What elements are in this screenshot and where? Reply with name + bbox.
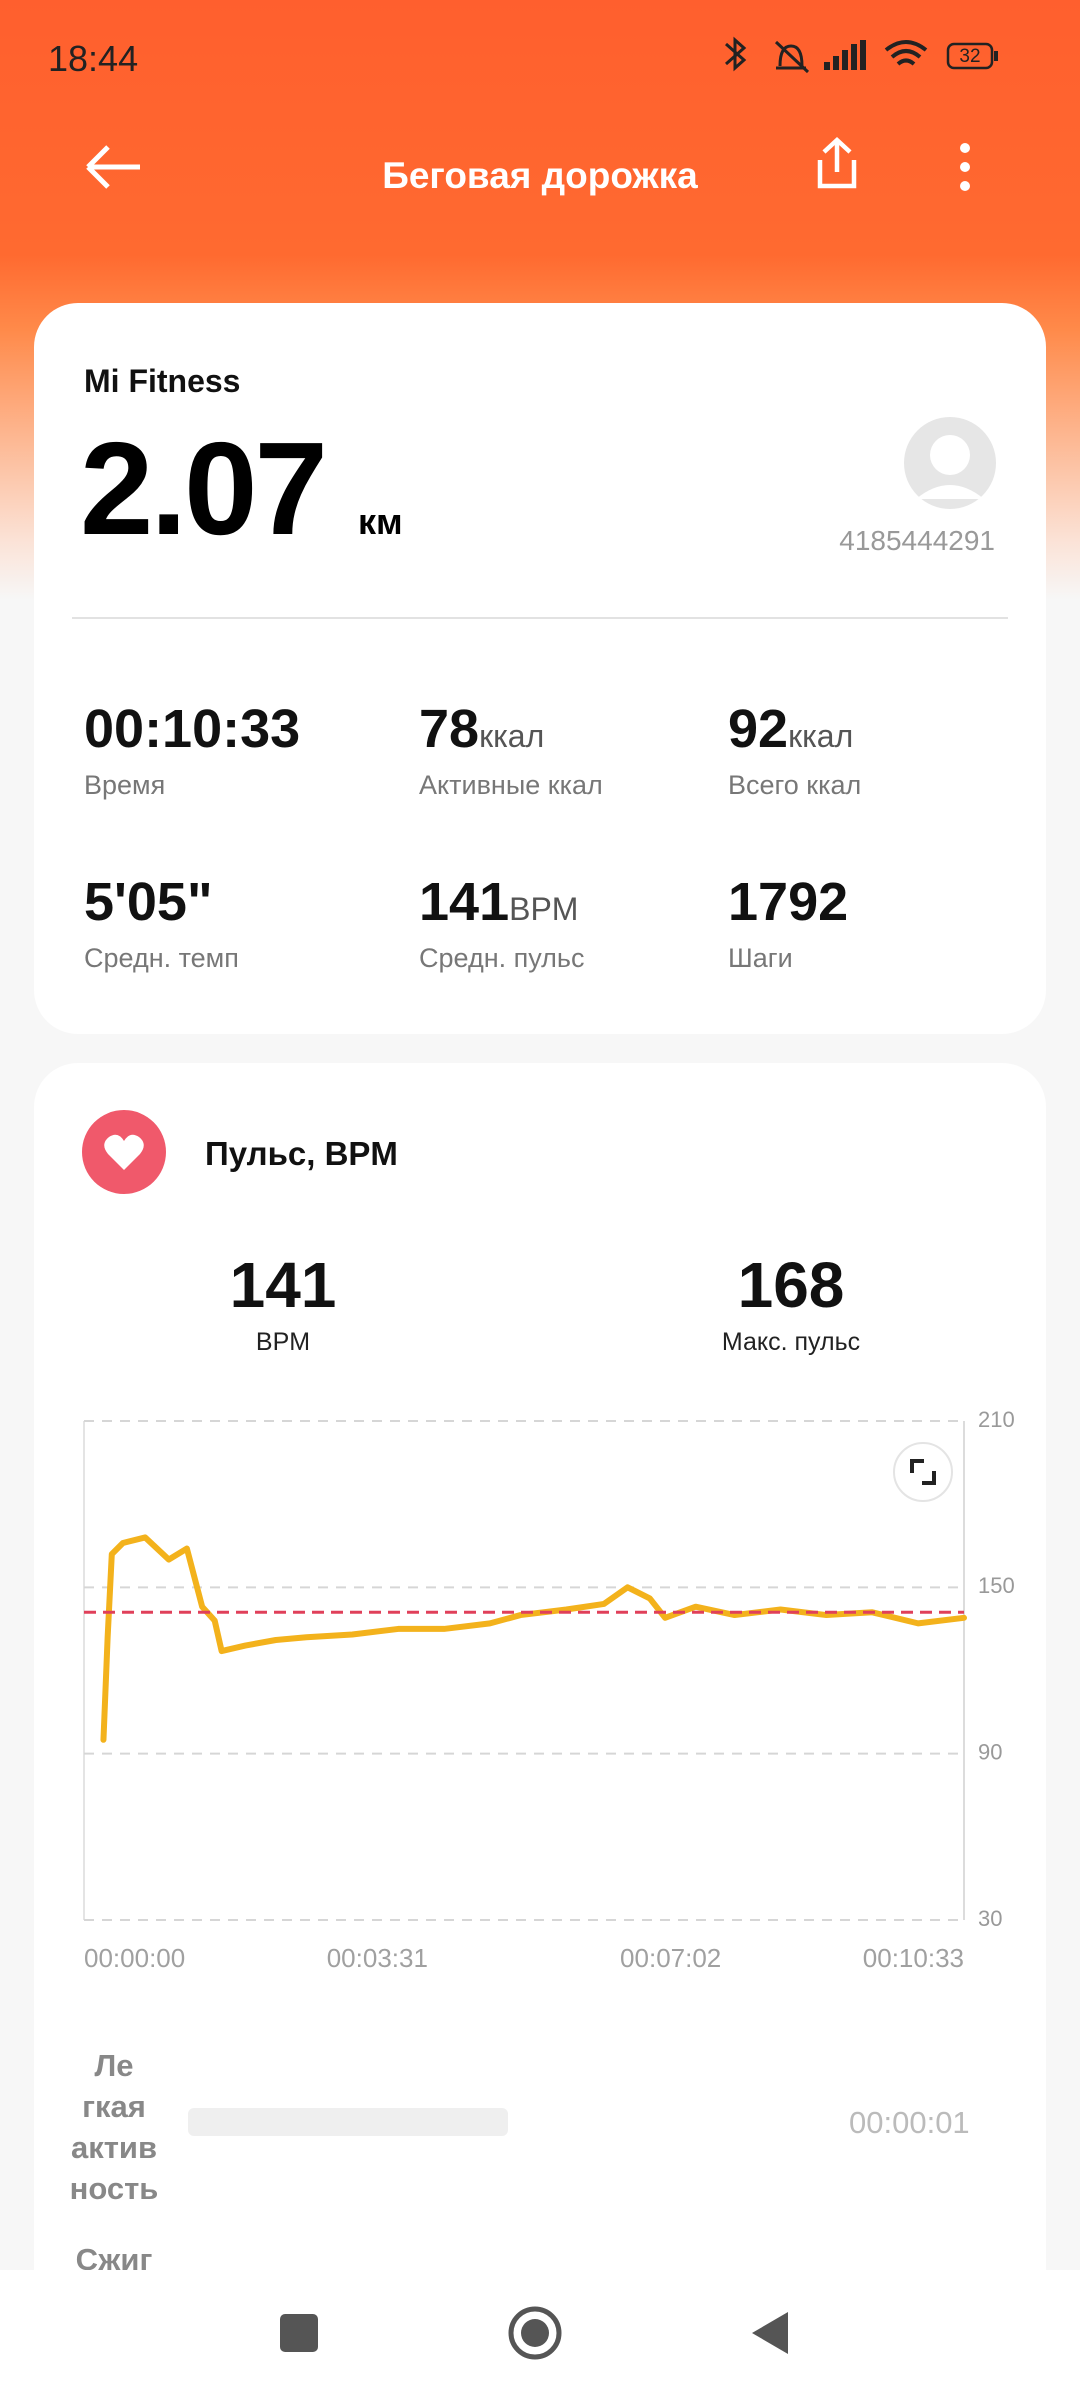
stat-value: 78ккал (419, 698, 603, 760)
zone-label-line: ность (69, 2171, 159, 2206)
distance: 2.07 (80, 415, 328, 562)
share-button[interactable] (812, 136, 862, 192)
zone-label-line: гкая (82, 2089, 146, 2124)
back-nav-button[interactable] (752, 2312, 788, 2354)
stat: 1792 Шаги (728, 871, 848, 974)
stat-value: 00:10:33 (84, 698, 300, 760)
stat-label: Время (84, 770, 166, 800)
status-icons: 32 (725, 36, 998, 74)
user-id: 4185444291 (839, 525, 995, 556)
zone-label-line: Ле (94, 2048, 134, 2083)
distance-unit: км (358, 501, 403, 542)
stat: 5'05" Средн. темп (84, 871, 239, 974)
stat-unit: ккал (788, 718, 854, 754)
avg-value: 141 (229, 1249, 337, 1321)
nav-bar (0, 2270, 1080, 2400)
heart-chart: 30 90 150 210 00:00:00 00:03:31 00:07:02 00:10:… (83, 1407, 1015, 1973)
max-label: Макс. пульс (721, 1328, 861, 1356)
y-tick-label: 210 (978, 1407, 1015, 1432)
stat: 00:10:33 Время (84, 698, 300, 801)
stat: 141BPM Средн. пульс (419, 871, 584, 974)
stat: 78ккал Активные ккал (419, 698, 603, 801)
x-tick-label: 00:00:00 (84, 1943, 185, 1973)
max-value: 168 (737, 1249, 845, 1321)
stat-value: 1792 (728, 871, 848, 933)
stat-number: 141 (419, 872, 510, 932)
avatar[interactable] (902, 415, 998, 511)
battery-level: 32 (959, 46, 980, 67)
expand-circle (893, 1442, 953, 1502)
x-tick-label: 00:03:31 (327, 1943, 428, 1973)
stat-number: 5'05" (84, 872, 213, 932)
source: Mi Fitness (84, 363, 241, 399)
heart-icon (82, 1110, 166, 1194)
stat: 92ккал Всего ккал (728, 698, 861, 801)
status-time: 18:44 (48, 38, 139, 79)
expand-glyph (910, 1459, 936, 1485)
stat-number: 92 (728, 699, 789, 759)
stat-unit: ккал (479, 718, 545, 754)
stat-value: 92ккал (728, 698, 861, 760)
zone-bar-track (188, 2108, 508, 2136)
y-tick-label: 30 (978, 1906, 1002, 1931)
expand-button[interactable] (893, 1442, 953, 1502)
stat-number: 78 (419, 699, 480, 759)
stat-label: Шаги (728, 943, 793, 973)
stat-value: 5'05" (84, 871, 239, 933)
stat-label: Средн. темп (84, 943, 239, 973)
heart-title: Пульс, BPM (205, 1135, 398, 1172)
y-tick-label: 150 (978, 1573, 1015, 1598)
zone-duration: 00:00:01 (849, 2105, 970, 2140)
stat-number: 1792 (728, 872, 849, 932)
x-tick-label: 00:10:33 (863, 1943, 964, 1973)
y-tick-label: 90 (978, 1739, 1002, 1764)
nav-icons (280, 2306, 788, 2360)
zone-label: Ле гкая актив ность (34, 2045, 194, 2209)
stat-label: Всего ккал (728, 770, 862, 800)
x-tick-label: 00:07:02 (620, 1943, 721, 1973)
stat-label: Средн. пульс (419, 943, 585, 973)
stat-value: 141BPM (419, 871, 584, 933)
stat-unit: BPM (509, 891, 579, 927)
stat-label: Активные ккал (419, 770, 603, 800)
stat-number: 00:10:33 (84, 699, 301, 759)
heart-rate-line (100, 1534, 967, 1743)
divider (72, 617, 1008, 619)
menu-button[interactable] (950, 140, 980, 196)
recents-button[interactable] (280, 2314, 318, 2352)
back-button[interactable] (84, 142, 144, 192)
summary-card: Mi Fitness 2.07 км 4185444291 00:10:33 Вр… (34, 303, 1046, 1034)
zone-label-line: актив (70, 2130, 158, 2165)
avg-label: BPM (255, 1328, 311, 1356)
home-button[interactable] (508, 2306, 562, 2360)
header-title: Беговая дорожка (382, 155, 698, 196)
heart-card: Пульс, BPM 141 BPM 168 Макс. пульс 30 90 1… (34, 1063, 1046, 2363)
